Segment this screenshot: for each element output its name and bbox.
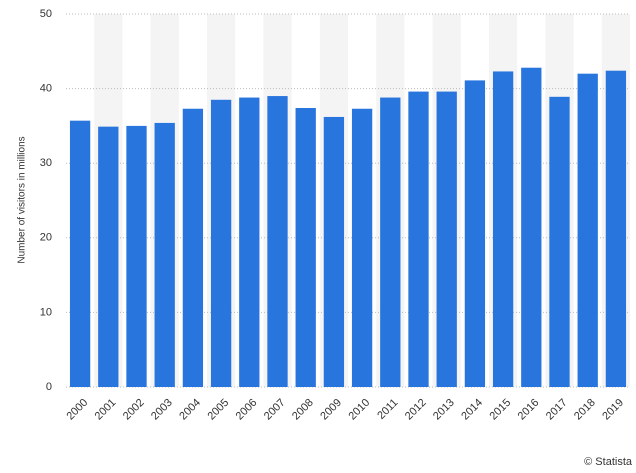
x-tick-label: 2015 — [487, 397, 513, 423]
bar — [154, 122, 175, 387]
y-tick-label: 30 — [40, 157, 52, 169]
y-tick-label: 20 — [40, 232, 52, 244]
x-tick-label: 2008 — [290, 397, 316, 423]
x-tick-label: 2018 — [572, 397, 598, 423]
bar — [436, 91, 457, 388]
y-tick-label: 50 — [40, 8, 52, 20]
bar — [267, 96, 288, 387]
y-tick-label: 10 — [40, 306, 52, 318]
bar — [380, 97, 401, 387]
y-tick-label: 0 — [46, 381, 52, 393]
x-tick-label: 2009 — [318, 397, 344, 423]
bar — [549, 96, 570, 387]
x-tick-label: 2006 — [234, 397, 260, 423]
x-tick-label: 2010 — [346, 397, 372, 423]
bar — [182, 108, 204, 387]
x-tick-label: 2004 — [177, 397, 203, 423]
x-tick-label: 2016 — [516, 397, 542, 423]
x-tick-label: 2013 — [431, 397, 457, 423]
x-tick-label: 2017 — [544, 397, 570, 423]
x-tick-label: 2014 — [459, 397, 485, 423]
x-tick-label: 2003 — [149, 397, 175, 423]
bar — [351, 108, 373, 387]
x-tick-label: 2001 — [93, 397, 119, 423]
bar — [295, 107, 316, 387]
bar — [323, 116, 345, 387]
bar — [605, 70, 627, 388]
y-tick-label: 40 — [40, 83, 52, 95]
bar — [69, 120, 91, 387]
x-tick-label: 2002 — [121, 397, 147, 423]
bar — [521, 67, 542, 387]
bar — [98, 126, 119, 388]
bar — [239, 97, 260, 387]
bar — [492, 71, 514, 387]
bar — [408, 91, 429, 388]
bar — [126, 125, 147, 388]
bar — [210, 99, 232, 387]
x-tick-label: 2012 — [403, 397, 429, 423]
x-tick-label: 2019 — [600, 397, 626, 423]
x-tick-label: 2007 — [262, 397, 288, 423]
bar — [464, 80, 486, 388]
x-tick-label: 2000 — [64, 397, 90, 423]
credit: © Statista — [584, 456, 633, 468]
y-axis-label: Number of visitors in millions — [17, 136, 28, 263]
bar — [577, 73, 598, 388]
x-tick-label: 2011 — [375, 397, 400, 422]
x-tick-label: 2005 — [205, 397, 231, 423]
